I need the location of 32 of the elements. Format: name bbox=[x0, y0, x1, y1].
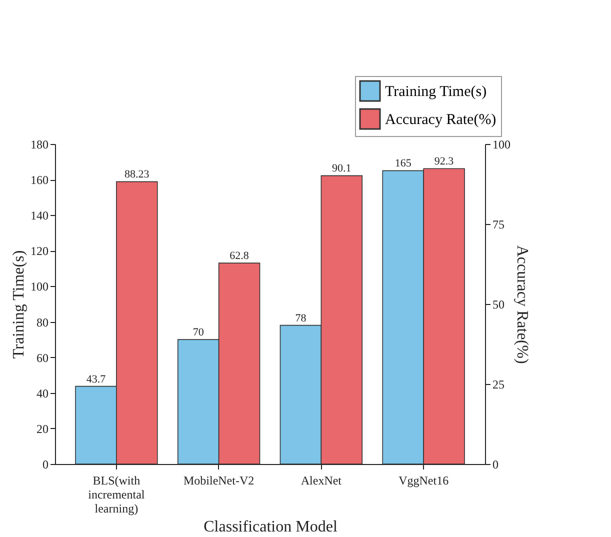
x-tick-label: VggNet16 bbox=[398, 474, 449, 488]
data-label: 62.8 bbox=[230, 250, 250, 262]
data-label: 70 bbox=[192, 326, 204, 339]
x-tick-label: BLS(with incremental learning) bbox=[88, 474, 146, 516]
x-tick-label: AlexNet bbox=[300, 474, 342, 488]
y-tick-label: 120 bbox=[30, 244, 48, 258]
data-label: 92.3 bbox=[434, 156, 454, 168]
y-tick-label: 80 bbox=[36, 315, 48, 330]
data-label: 165 bbox=[394, 158, 412, 170]
data-label: 88.23 bbox=[124, 168, 150, 181]
y-tick-label: 100 bbox=[30, 280, 48, 294]
y-axis-title: Training Time(s) bbox=[10, 250, 28, 359]
x-tick-label: MobileNet-V2 bbox=[183, 474, 254, 488]
legend-label: Accuracy Rate(%) bbox=[385, 112, 496, 128]
y2-axis-title: Accuracy Rate(%) bbox=[514, 245, 530, 364]
data-label: 43.7 bbox=[86, 373, 106, 386]
y-tick-label: 160 bbox=[30, 173, 48, 188]
y-tick-label: 180 bbox=[30, 138, 48, 152]
y-tick-label: 20 bbox=[36, 422, 48, 436]
y2-tick-label: 50 bbox=[492, 298, 504, 312]
y2-tick-label: 25 bbox=[492, 378, 504, 392]
y-tick-label: 0 bbox=[42, 458, 48, 472]
legend-label: Training Time(s) bbox=[385, 84, 487, 100]
x-axis-title: Classification Model bbox=[204, 518, 338, 536]
data-label: 78 bbox=[295, 312, 307, 324]
y2-tick-label: 75 bbox=[492, 218, 504, 232]
y-tick-label: 60 bbox=[36, 350, 48, 365]
y-tick-label: 140 bbox=[30, 208, 48, 223]
y2-tick-label: 0 bbox=[492, 458, 498, 472]
data-label: 90.1 bbox=[332, 162, 352, 175]
y2-tick-label: 100 bbox=[492, 138, 510, 152]
y-tick-label: 40 bbox=[36, 386, 48, 400]
